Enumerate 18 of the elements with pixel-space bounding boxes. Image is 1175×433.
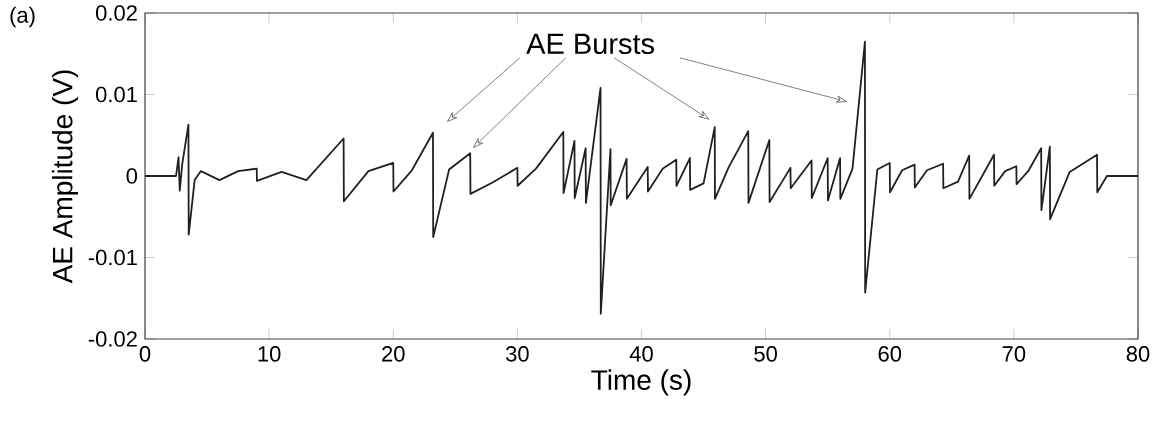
x-tick-label: 60 bbox=[878, 346, 902, 362]
y-tick-label: -0.01 bbox=[88, 249, 137, 266]
x-tick-label: 10 bbox=[258, 346, 281, 362]
text: (a) bbox=[10, 6, 35, 28]
x-tick-label: 30 bbox=[505, 346, 529, 362]
x-tick-label: 40 bbox=[629, 346, 653, 362]
x-tick-label: 0 bbox=[139, 346, 151, 362]
y-tick-label: -0.02 bbox=[88, 331, 137, 347]
x-tick-label: 50 bbox=[754, 346, 777, 362]
x-axis-title: Time (s) bbox=[591, 369, 691, 396]
annotation: AE Bursts bbox=[526, 33, 654, 55]
y-tick-label: 0.02 bbox=[95, 5, 137, 21]
y-tick-label: 0.01 bbox=[95, 86, 137, 103]
y-tick-label: 0 bbox=[126, 168, 138, 184]
y-axis-title: AE Amplitude (V) bbox=[51, 70, 79, 284]
x-tick-label: 70 bbox=[1002, 346, 1026, 362]
x-tick-label: 20 bbox=[382, 346, 405, 362]
x-tick-label: 80 bbox=[1126, 346, 1150, 362]
